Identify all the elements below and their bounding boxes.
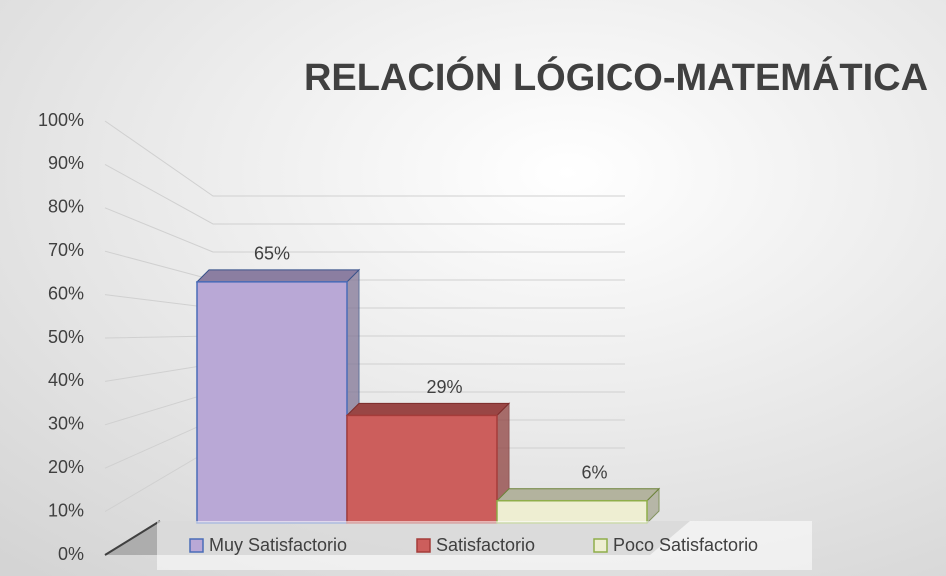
grid-line	[104, 207, 625, 253]
grid-line	[104, 120, 625, 197]
bar	[346, 414, 498, 524]
y-tick-label: 90%	[48, 153, 84, 173]
y-tick-label: 20%	[48, 457, 84, 477]
data-label: 29%	[426, 377, 462, 397]
bars: 65% 29% 6%	[195, 244, 661, 525]
legend-label: Satisfactorio	[436, 535, 535, 555]
bar	[496, 499, 648, 524]
y-tick-label: 80%	[48, 197, 84, 217]
legend-label: Poco Satisfactorio	[613, 535, 758, 555]
data-label: 65%	[254, 244, 290, 264]
data-label: 6%	[581, 462, 607, 482]
grid-line	[104, 163, 625, 225]
y-tick-label: 0%	[58, 544, 84, 564]
bar-top	[195, 269, 361, 283]
y-tick-label: 50%	[48, 327, 84, 347]
y-tick-label: 60%	[48, 283, 84, 303]
legend: Muy Satisfactorio Satisfactorio Poco Satis…	[189, 535, 758, 555]
y-tick-label: 70%	[48, 240, 84, 260]
bar-top	[495, 488, 661, 502]
y-tick-label: 30%	[48, 414, 84, 434]
legend-box	[157, 521, 812, 570]
chart-title: RELACIÓN LÓGICO-MATEMÁTICA	[304, 55, 928, 99]
legend-swatch	[416, 538, 431, 553]
bar-top	[345, 402, 511, 416]
y-tick-label: 100%	[38, 110, 84, 130]
y-tick-label: 40%	[48, 370, 84, 390]
axis-line	[104, 520, 161, 556]
legend-label: Muy Satisfactorio	[209, 535, 347, 555]
legend-swatch	[593, 538, 608, 553]
bar	[196, 281, 348, 524]
y-tick-label: 10%	[48, 500, 84, 520]
legend-swatch	[189, 538, 204, 553]
